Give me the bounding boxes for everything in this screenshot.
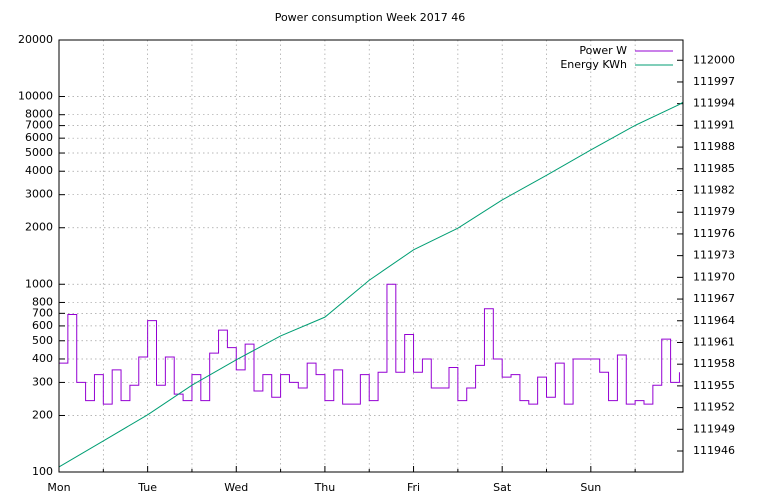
- y2-tick-label: 111952: [693, 401, 735, 414]
- x-tick-label: Sat: [493, 481, 512, 494]
- y2-tick-label: 111979: [693, 205, 735, 218]
- y2-tick-label: 111985: [693, 162, 735, 175]
- y-tick-label: 4000: [25, 164, 53, 177]
- y2-tick-label: 111964: [693, 314, 735, 327]
- y-tick-label: 700: [32, 306, 53, 319]
- y2-tick-label: 111970: [693, 270, 735, 283]
- chart-title: Power consumption Week 2017 46: [275, 11, 466, 24]
- y2-tick-label: 111973: [693, 249, 735, 262]
- x-tick-label: Thu: [314, 481, 336, 494]
- y2-tick-label: 111946: [693, 444, 735, 457]
- y-tick-label: 5000: [25, 146, 53, 159]
- y-tick-label: 7000: [25, 119, 53, 132]
- x-tick-label: Fri: [407, 481, 420, 494]
- y-tick-label: 300: [32, 375, 53, 388]
- y2-tick-label: 111949: [693, 422, 735, 435]
- y-tick-label: 8000: [25, 108, 53, 121]
- legend-label: Energy KWh: [560, 58, 627, 71]
- y-tick-label: 6000: [25, 131, 53, 144]
- y-tick-label: 200: [32, 408, 53, 421]
- y-tick-label: 10000: [18, 90, 53, 103]
- y-tick-label: 2000: [25, 221, 53, 234]
- y-tick-label: 600: [32, 319, 53, 332]
- x-tick-label: Mon: [47, 481, 70, 494]
- y-tick-label: 1000: [25, 277, 53, 290]
- y2-tick-label: 111997: [693, 75, 735, 88]
- y2-tick-label: 111982: [693, 184, 735, 197]
- y2-tick-label: 111976: [693, 227, 735, 240]
- y-tick-label: 100: [32, 465, 53, 478]
- plot-frame: [58, 39, 684, 473]
- x-tick-label: Tue: [137, 481, 157, 494]
- y-tick-label: 20000: [18, 33, 53, 46]
- y-tick-label: 400: [32, 352, 53, 365]
- y2-tick-label: 111967: [693, 292, 735, 305]
- series-line: [58, 101, 684, 468]
- y2-tick-label: 112000: [693, 53, 735, 66]
- y2-tick-label: 111961: [693, 335, 735, 348]
- y2-tick-label: 111988: [693, 140, 735, 153]
- y-tick-label: 3000: [25, 188, 53, 201]
- legend-label: Power W: [579, 44, 627, 57]
- y2-tick-label: 111955: [693, 379, 735, 392]
- y2-tick-label: 111994: [693, 97, 735, 110]
- y-tick-label: 500: [32, 334, 53, 347]
- y2-tick-label: 111991: [693, 118, 735, 131]
- series-line: [59, 283, 680, 405]
- x-tick-label: Wed: [224, 481, 248, 494]
- x-tick-label: Sun: [580, 481, 601, 494]
- y2-tick-label: 111958: [693, 357, 735, 370]
- y-tick-label: 800: [32, 295, 53, 308]
